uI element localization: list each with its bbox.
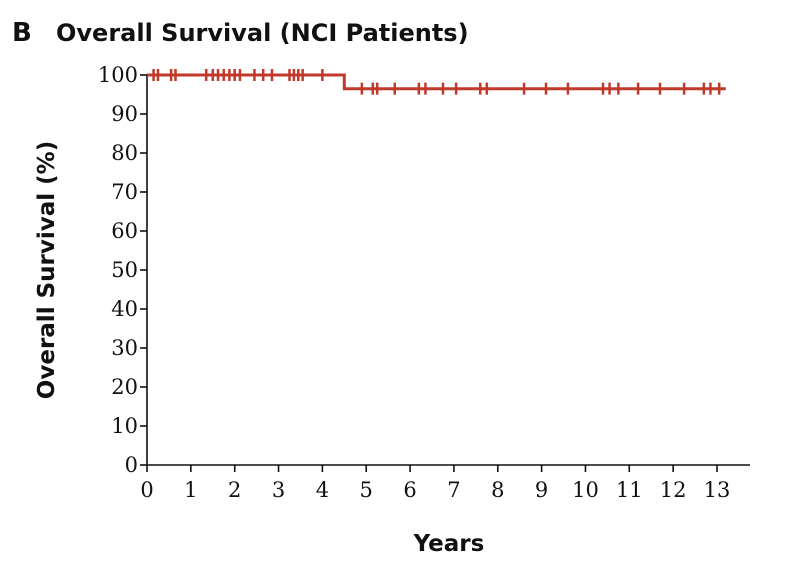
y-tick-label: 70 bbox=[111, 180, 138, 204]
x-tick-label: 7 bbox=[447, 478, 460, 502]
x-tick-label: 6 bbox=[403, 478, 416, 502]
y-tick-label: 100 bbox=[98, 63, 138, 87]
x-tick-label: 13 bbox=[704, 478, 731, 502]
x-tick-label: 12 bbox=[660, 478, 687, 502]
panel-letter: B bbox=[12, 18, 32, 48]
y-tick-label: 20 bbox=[111, 375, 138, 399]
y-axis-label: Overall Survival (%) bbox=[34, 141, 60, 399]
y-tick-label: 10 bbox=[111, 414, 138, 438]
x-tick-label: 2 bbox=[228, 478, 241, 502]
x-tick-label: 5 bbox=[360, 478, 373, 502]
survival-curve bbox=[147, 73, 726, 91]
x-tick-label: 11 bbox=[616, 478, 643, 502]
x-tick-label: 8 bbox=[491, 478, 504, 502]
x-tick-label: 0 bbox=[140, 478, 153, 502]
y-tick-label: 50 bbox=[111, 258, 138, 282]
y-tick-label: 40 bbox=[111, 297, 138, 321]
y-tick-label: 60 bbox=[111, 219, 138, 243]
x-tick-label: 4 bbox=[316, 478, 329, 502]
y-tick-label: 90 bbox=[111, 102, 138, 126]
x-tick-label: 3 bbox=[272, 478, 285, 502]
chart-title: Overall Survival (NCI Patients) bbox=[56, 19, 469, 47]
x-tick-label: 10 bbox=[572, 478, 599, 502]
y-tick-label: 0 bbox=[125, 453, 138, 477]
x-tick-label: 1 bbox=[184, 478, 197, 502]
x-axis-label: Years bbox=[413, 531, 485, 557]
series bbox=[147, 69, 726, 95]
y-tick-label: 30 bbox=[111, 336, 138, 360]
y-tick-label: 80 bbox=[111, 141, 138, 165]
axes bbox=[146, 74, 750, 466]
x-tick-label: 9 bbox=[535, 478, 548, 502]
